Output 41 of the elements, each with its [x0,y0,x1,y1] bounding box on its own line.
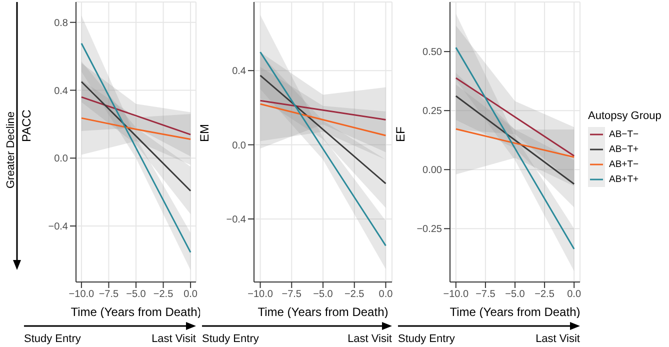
text: Last Visit [348,333,392,345]
x-tick-label: −7.5 [98,289,120,300]
y-tick-label: 0.50 [422,47,442,58]
y-tick-label: −0.25 [416,224,442,236]
x-tick-label: −7.5 [476,289,496,300]
text: Greater Decline [5,111,17,189]
text: Last Visit [152,333,196,345]
y-tick-label: −0.4 [48,222,68,233]
text: Study Entry [202,333,259,345]
x-tick-label: −10.0 [68,289,95,300]
x-tick-label: −5.0 [313,289,334,300]
text: Last Visit [536,333,580,345]
y-tick-label: 0.25 [422,106,442,118]
legend-label: AB−T+ [609,144,639,155]
x-tick-label: −7.5 [282,289,302,300]
legend-label: AB−T− [609,129,639,140]
y-tick-label: 0.4 [232,66,246,78]
x-tick-label: 0.0 [567,289,582,300]
x-tick-label: −10.0 [248,289,274,300]
y-axis-title: PACC [19,109,34,142]
x-tick-label: −2.5 [153,289,174,300]
x-tick-label: −10.0 [443,289,469,300]
x-tick-label: 0.0 [184,289,198,300]
text: Study Entry [398,333,455,345]
y-tick-label: 0.0 [232,140,246,152]
y-tick-label: 0.8 [54,18,68,29]
x-tick-label: −2.5 [534,289,555,300]
y-tick-label: −0.4 [226,214,246,226]
legend-label: AB+T+ [609,174,639,185]
x-tick-label: −5.0 [126,289,146,300]
y-tick-label: 0.4 [54,86,68,97]
y-axis-title: EM [197,124,212,142]
y-axis-title: EF [393,126,408,142]
legend-title: Autopsy Group [588,110,662,122]
text: Study Entry [24,333,81,345]
legend-label: AB+T− [609,159,639,170]
y-tick-label: 0.0 [54,154,68,165]
x-tick-label: 0.0 [378,289,394,300]
x-tick-label: −2.5 [344,289,365,300]
x-tick-label: −5.0 [505,289,526,300]
y-tick-label: 0.00 [422,165,442,176]
